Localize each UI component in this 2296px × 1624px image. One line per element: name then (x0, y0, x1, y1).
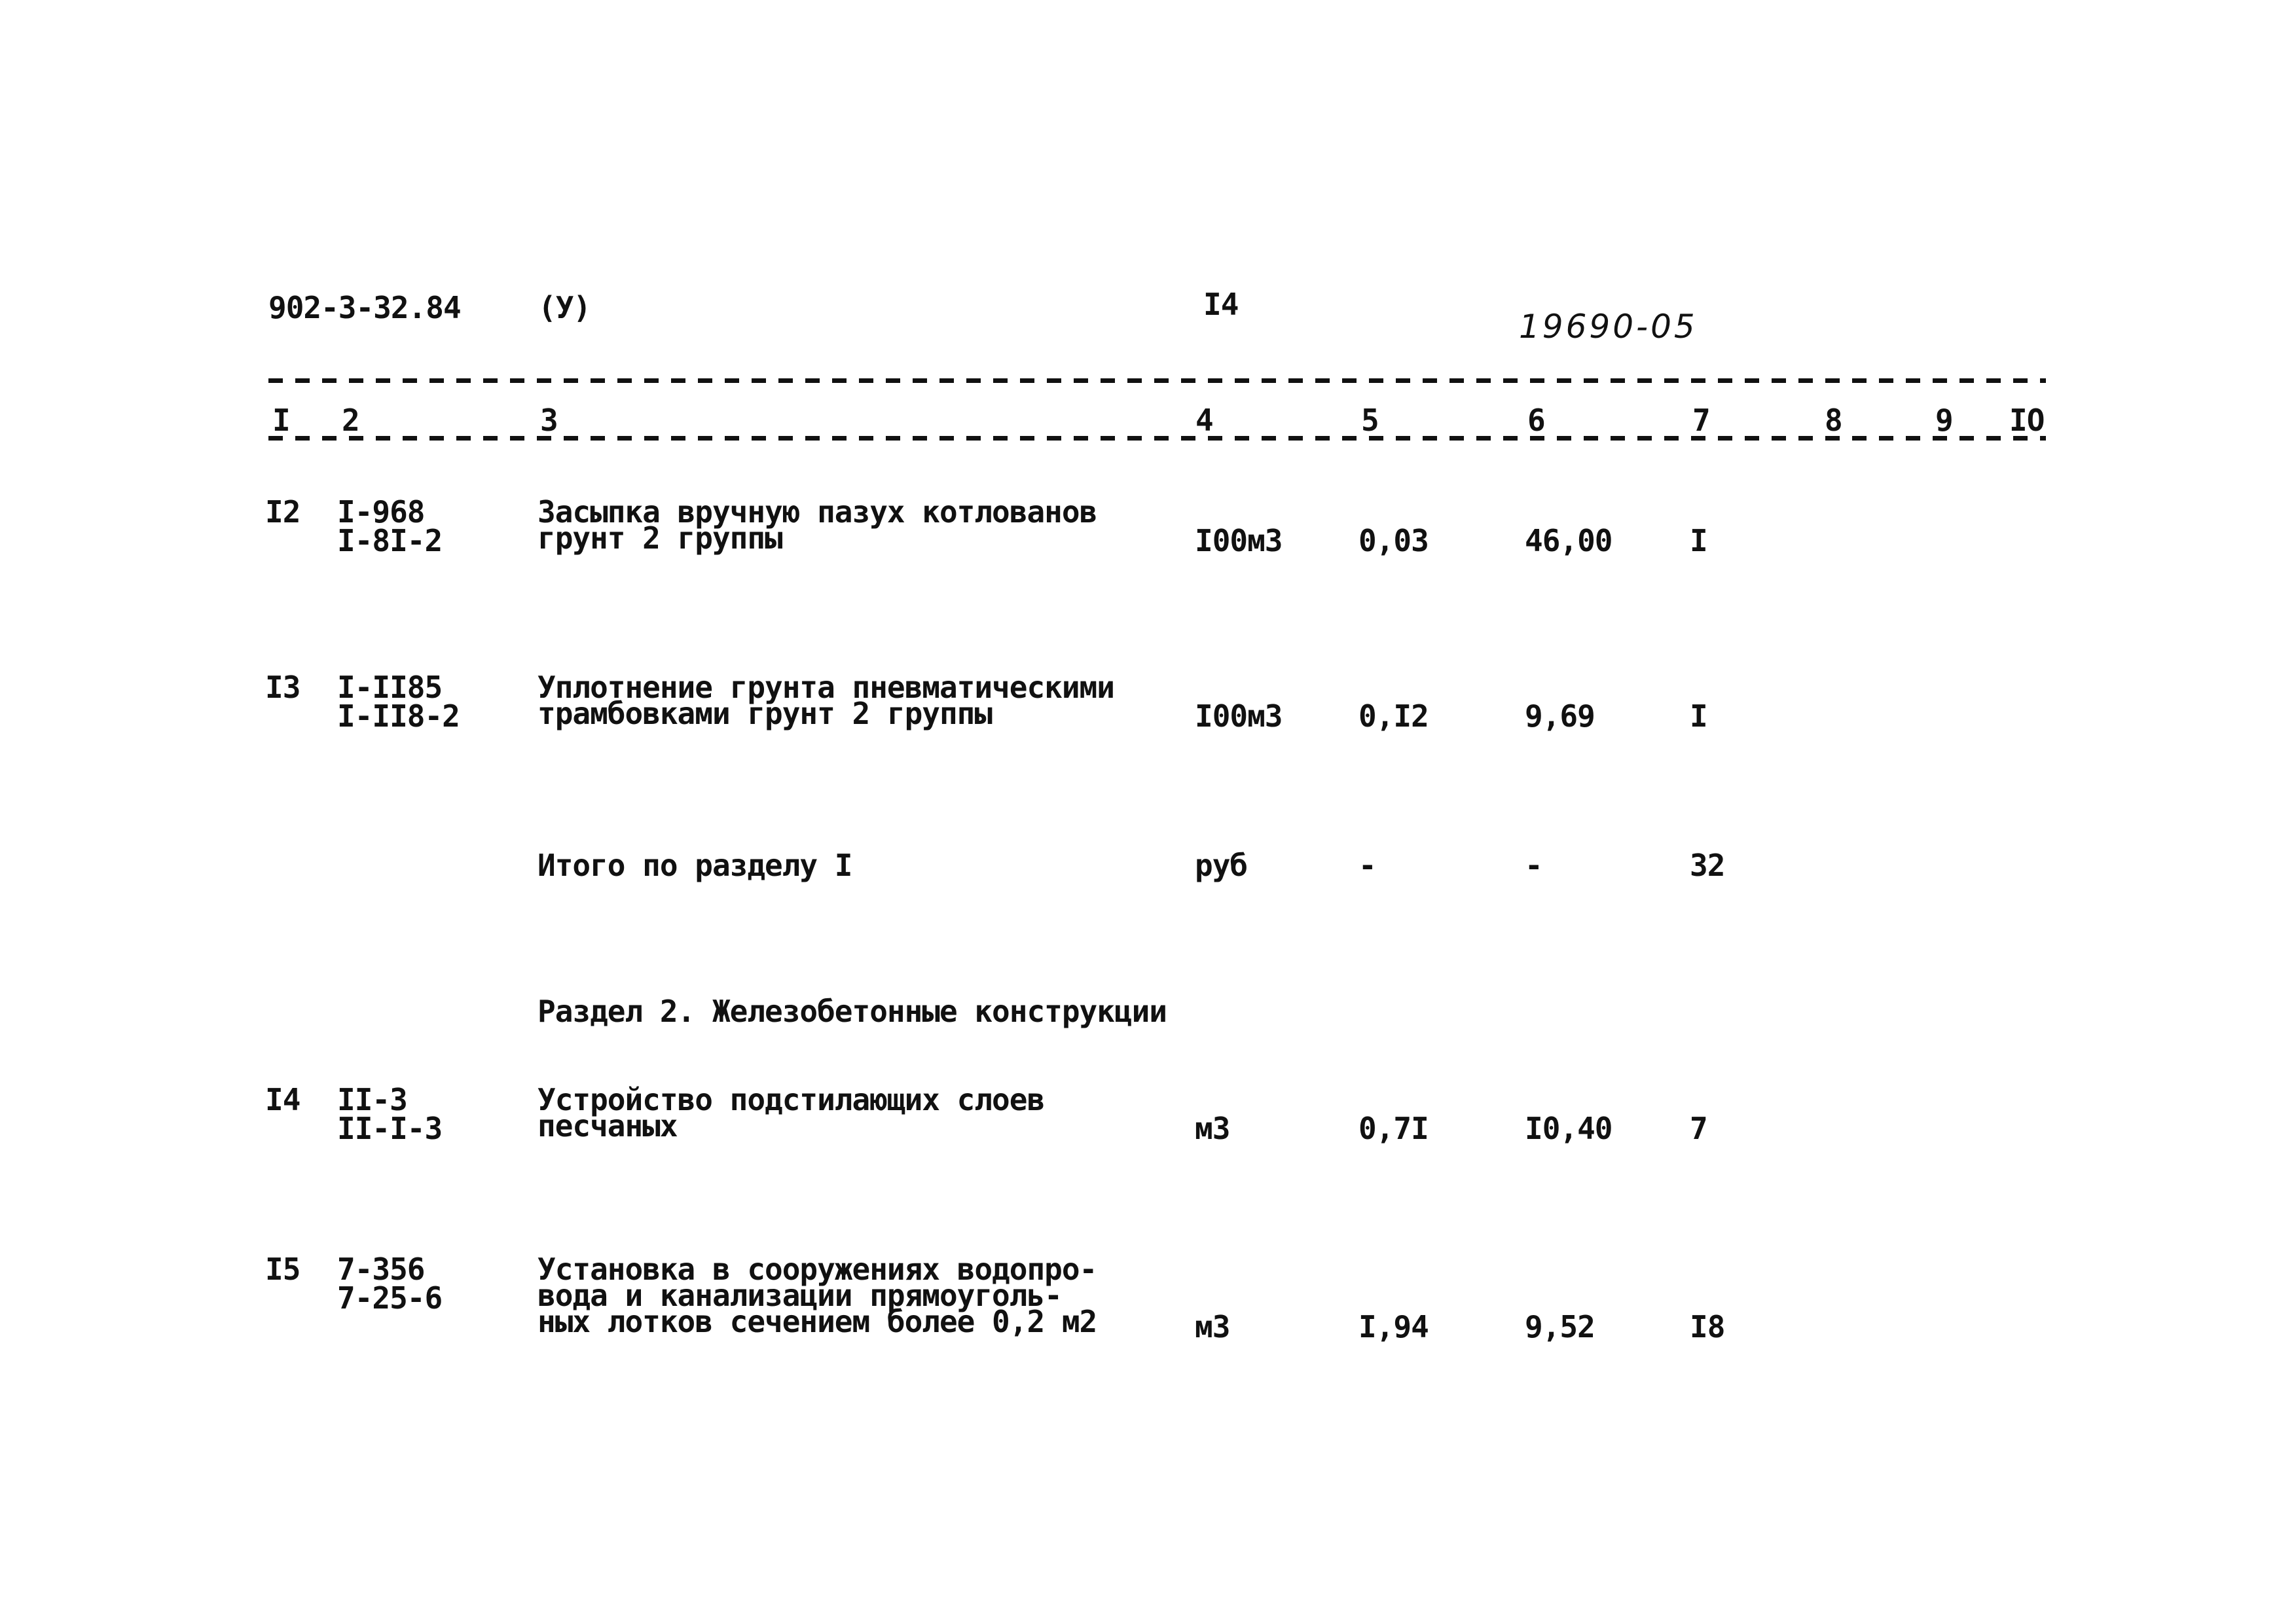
column-divider (268, 436, 2046, 441)
column-number: 4 (1193, 405, 1216, 435)
price-code: 7-25-6 (337, 1280, 443, 1316)
unit-price: 9,52 (1525, 1309, 1595, 1344)
unit: м3 (1195, 1309, 1230, 1344)
description-line: трамбовками грунт 2 группы (538, 696, 993, 731)
column-number: IO (2007, 405, 2047, 435)
price-code: I-8I-2 (337, 523, 443, 558)
column-number: 7 (1690, 405, 1713, 435)
unit-price: - (1525, 848, 1543, 883)
quantity: 0,03 (1358, 523, 1429, 558)
norm-code: II-3 (337, 1082, 408, 1117)
column-number: I (270, 405, 293, 435)
unit-price: I0,40 (1525, 1111, 1613, 1146)
norm-code: I-968 (337, 494, 425, 530)
unit: I00м3 (1195, 698, 1283, 734)
document-code: 902-3-32.84 (268, 290, 462, 325)
description-line: вода и канализации прямоуголь- (538, 1278, 1063, 1313)
column-number: 5 (1358, 405, 1381, 435)
description-line: Установка в сооружениях водопро- (538, 1252, 1097, 1287)
norm-code: 7-356 (337, 1252, 425, 1287)
price-code: I-II8-2 (337, 698, 460, 734)
unit: руб (1195, 848, 1248, 883)
description-line: Уплотнение грунта пневматическими (538, 670, 1115, 705)
column-number: 9 (1933, 405, 1956, 435)
total-cost: 32 (1690, 848, 1725, 883)
unit-price: 9,69 (1525, 698, 1595, 734)
column-number: 3 (538, 405, 560, 435)
total-cost: I (1690, 523, 1708, 558)
quantity: 0,7I (1358, 1111, 1429, 1146)
unit-price: 46,00 (1525, 523, 1613, 558)
norm-code: I-II85 (337, 670, 443, 705)
row-number: I4 (265, 1082, 301, 1117)
row-number: I2 (265, 494, 301, 530)
description-line: Устройство подстилающих слоев (538, 1082, 1045, 1117)
handwritten-number: 19690-05 (1519, 308, 1698, 346)
description-line: ных лотков сечением более 0,2 м2 (538, 1304, 1097, 1339)
quantity: I,94 (1358, 1309, 1429, 1344)
description-line: песчаных (538, 1108, 678, 1144)
quantity: 0,I2 (1358, 698, 1429, 734)
price-code: II-I-3 (337, 1111, 443, 1146)
total-cost: 7 (1690, 1111, 1708, 1146)
document-mark: (У) (538, 290, 591, 325)
row-number: I5 (265, 1252, 301, 1287)
unit: I00м3 (1195, 523, 1283, 558)
description-line: Засыпка вручную пазух котлованов (538, 494, 1097, 530)
row-number: I3 (265, 670, 301, 705)
page-number: I4 (1203, 287, 1239, 322)
total-cost: I8 (1690, 1309, 1725, 1344)
description-line: грунт 2 группы (538, 520, 783, 556)
column-number: 8 (1822, 405, 1845, 435)
header-divider (268, 378, 2046, 383)
unit: м3 (1195, 1111, 1230, 1146)
column-number: 2 (339, 405, 362, 435)
column-number: 6 (1525, 405, 1548, 435)
total-cost: I (1690, 698, 1708, 734)
description-line: Итого по разделу I (538, 848, 852, 883)
quantity: - (1358, 848, 1377, 883)
section-title: Раздел 2. Железобетонные конструкции (538, 994, 1167, 1029)
